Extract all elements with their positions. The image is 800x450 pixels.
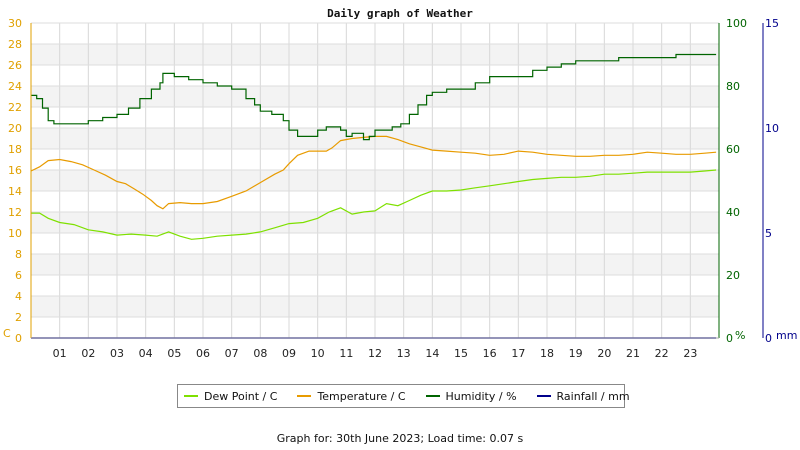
x-tick-label: 10 <box>311 347 325 360</box>
humidity-tick-label: 40 <box>726 206 740 219</box>
rain-tick-label: 15 <box>765 17 779 30</box>
humidity-tick-label: 100 <box>726 17 747 30</box>
left-tick-label: 12 <box>8 206 22 219</box>
legend-swatch <box>536 395 551 397</box>
x-tick-label: 22 <box>655 347 669 360</box>
left-tick-label: 26 <box>8 59 22 72</box>
x-tick-label: 12 <box>368 347 382 360</box>
legend-item: Dew Point / C <box>184 390 277 403</box>
legend-swatch <box>297 395 312 397</box>
x-tick-label: 11 <box>339 347 353 360</box>
left-tick-label: 28 <box>8 38 22 51</box>
x-tick-label: 23 <box>683 347 697 360</box>
rain-tick-label: 5 <box>765 227 772 240</box>
legend-label: Temperature / C <box>317 389 406 403</box>
humidity-axis-unit: % <box>735 329 745 342</box>
humidity-tick-label: 20 <box>726 269 740 282</box>
x-tick-label: 21 <box>626 347 640 360</box>
x-tick-label: 16 <box>483 347 497 360</box>
legend-item: Temperature / C <box>297 389 406 403</box>
chart-legend: Dew Point / C Temperature / C Humidity / %… <box>177 384 630 408</box>
left-tick-label: 2 <box>15 311 22 324</box>
x-tick-label: 17 <box>511 347 525 360</box>
left-tick-label: 18 <box>8 143 22 156</box>
left-tick-label: 20 <box>8 122 22 135</box>
left-tick-label: 22 <box>8 101 22 114</box>
x-tick-label: 05 <box>167 347 181 360</box>
x-tick-label: 01 <box>53 347 67 360</box>
x-tick-label: 13 <box>397 347 411 360</box>
series-line-0 <box>31 169 717 240</box>
x-tick-label: 18 <box>540 347 554 360</box>
legend-item: Rainfall / mm <box>536 389 630 403</box>
legend-item: Humidity / % <box>425 389 517 403</box>
legend-swatch <box>184 395 198 397</box>
x-tick-label: 06 <box>196 347 210 360</box>
series-line-2 <box>31 53 717 141</box>
left-tick-label: 30 <box>8 17 22 30</box>
left-tick-label: 0 <box>15 332 22 345</box>
x-tick-label: 09 <box>282 347 296 360</box>
legend-label: Dew Point / C <box>204 389 278 403</box>
left-axis-unit: C <box>3 327 11 340</box>
left-tick-label: 8 <box>15 248 22 261</box>
legend-label: Rainfall / mm <box>556 389 630 403</box>
x-tick-label: 02 <box>81 347 95 360</box>
x-tick-label: 20 <box>597 347 611 360</box>
left-tick-label: 16 <box>8 164 22 177</box>
left-tick-label: 6 <box>15 269 22 282</box>
footer-status: Graph for: 30th June 2023; Load time: 0.… <box>276 432 524 445</box>
rain-tick-label: 10 <box>765 122 779 135</box>
series-line-1 <box>30 135 717 210</box>
x-tick-label: 04 <box>139 347 153 360</box>
chart-title: Daily graph of Weather <box>327 7 473 20</box>
x-tick-label: 07 <box>225 347 239 360</box>
left-tick-label: 10 <box>8 227 22 240</box>
x-tick-label: 08 <box>253 347 267 360</box>
humidity-tick-label: 80 <box>726 80 740 93</box>
x-tick-label: 15 <box>454 347 468 360</box>
left-tick-label: 14 <box>8 185 22 198</box>
x-tick-label: 14 <box>425 347 439 360</box>
humidity-tick-label: 60 <box>726 143 740 156</box>
left-tick-label: 4 <box>15 290 22 303</box>
x-tick-label: 19 <box>569 347 583 360</box>
x-tick-label: 03 <box>110 347 124 360</box>
humidity-tick-label: 0 <box>726 332 733 345</box>
rain-axis-unit: mm <box>776 329 797 342</box>
left-tick-label: 24 <box>8 80 22 93</box>
legend-label: Humidity / % <box>445 389 517 403</box>
rain-tick-label: 0 <box>765 332 772 345</box>
legend-swatch <box>425 395 440 397</box>
